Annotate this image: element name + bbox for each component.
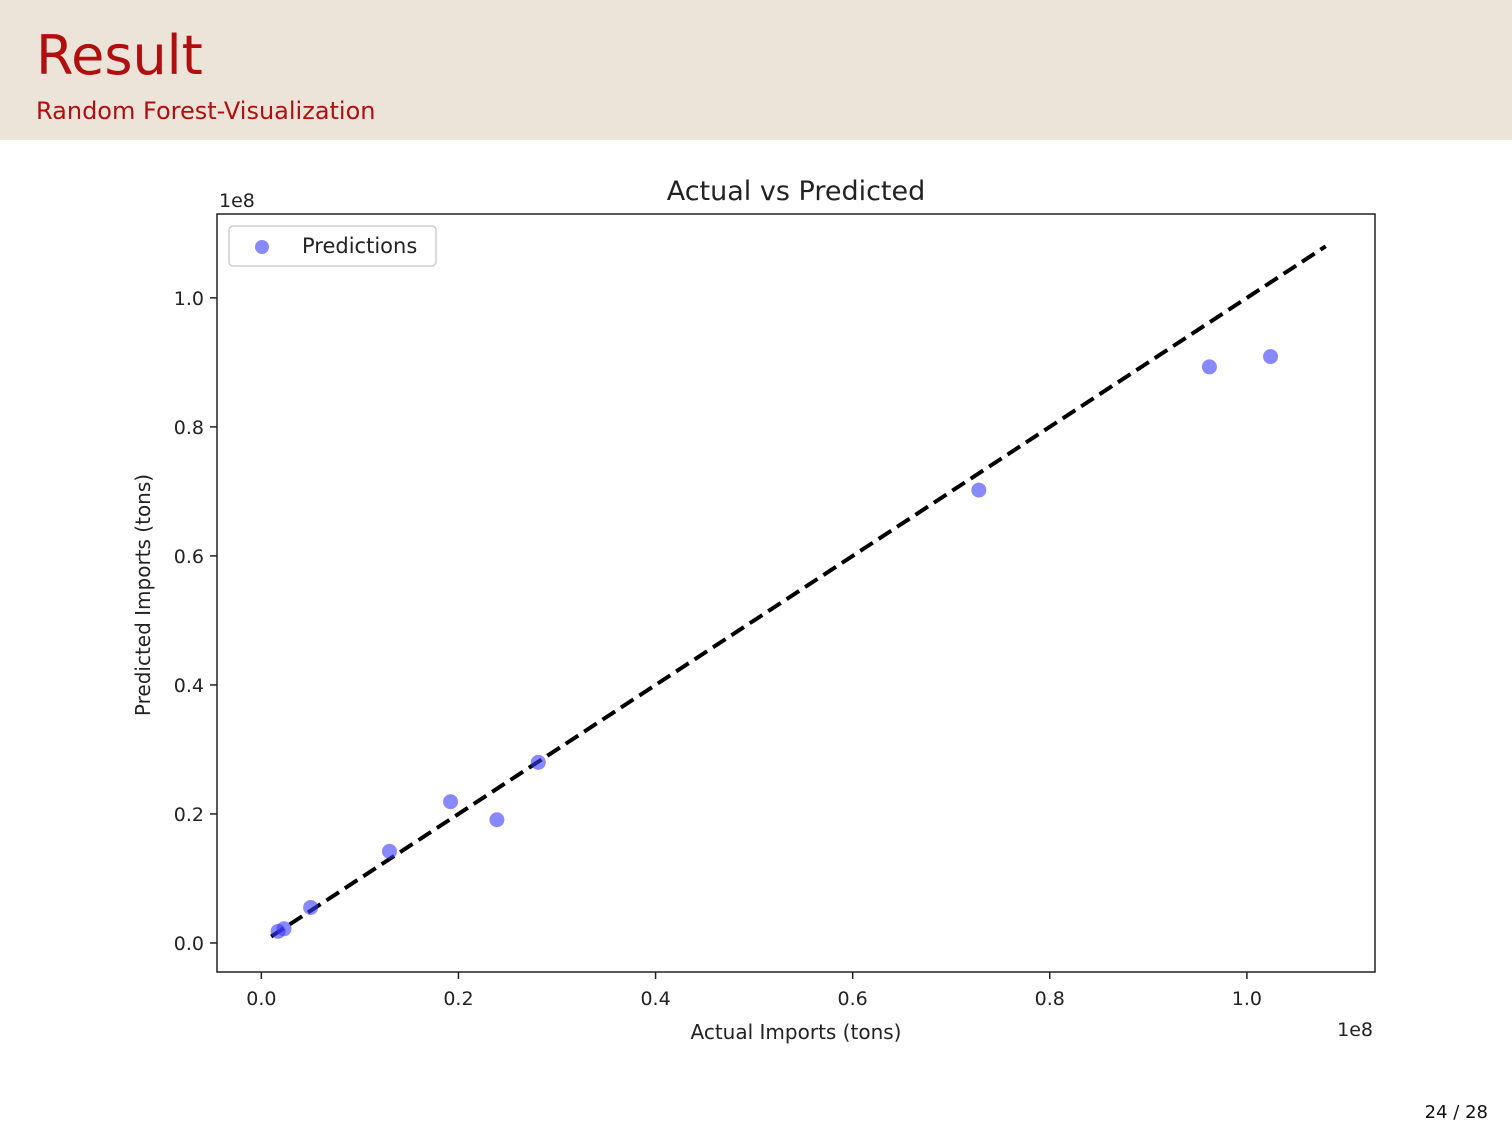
x-offset-label: 1e8 — [1337, 1019, 1373, 1041]
prediction-point — [276, 921, 292, 937]
prediction-point — [1201, 359, 1217, 375]
slide-subtitle: Random Forest-Visualization — [36, 97, 376, 125]
legend-box — [228, 225, 437, 267]
prediction-point — [971, 482, 987, 498]
prediction-point — [530, 754, 546, 770]
plot-area-frame — [216, 213, 1376, 973]
legend: Predictions — [228, 225, 437, 267]
prediction-point — [443, 794, 459, 810]
prediction-point — [303, 899, 319, 915]
chart-title: Actual vs Predicted — [667, 176, 926, 207]
y-tick-label: 0.0 — [174, 933, 204, 955]
x-tick-label: 0.0 — [246, 988, 276, 1010]
y-tick-label: 0.2 — [174, 804, 204, 826]
y-offset-label: 1e8 — [219, 190, 255, 212]
legend-marker — [255, 240, 269, 254]
legend-label: Predictions — [302, 234, 417, 258]
x-axis-label: Actual Imports (tons) — [691, 1020, 902, 1044]
x-tick-label: 0.8 — [1035, 988, 1065, 1010]
prediction-point — [489, 812, 505, 828]
y-tick-label: 0.4 — [174, 675, 204, 697]
slide-header: Result Random Forest-Visualization — [0, 0, 1512, 140]
prediction-point — [1263, 349, 1279, 365]
reference-line — [270, 244, 1327, 939]
x-tick-label: 1.0 — [1232, 988, 1262, 1010]
prediction-point — [381, 843, 397, 859]
x-tick-label: 0.6 — [838, 988, 868, 1010]
y-axis-ticks: 0.0 0.2 0.4 0.6 0.8 1.0 — [174, 288, 217, 955]
x-tick-label: 0.4 — [640, 988, 670, 1010]
page-number: 24 / 28 — [1424, 1102, 1488, 1123]
y-tick-label: 1.0 — [174, 288, 204, 310]
y-axis-label: Predicted Imports (tons) — [131, 474, 155, 716]
x-axis-ticks: 0.0 0.2 0.4 0.6 0.8 1.0 — [246, 972, 1262, 1010]
chart-marks — [270, 244, 1327, 939]
y-tick-label: 0.6 — [174, 546, 204, 568]
x-tick-label: 0.2 — [443, 988, 473, 1010]
y-tick-label: 0.8 — [174, 417, 204, 439]
slide-title: Result — [36, 24, 203, 87]
